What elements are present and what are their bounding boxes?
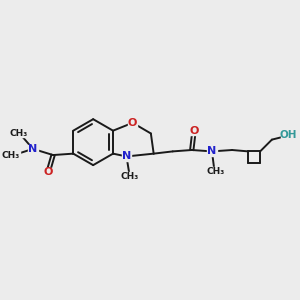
Bar [122, 152, 131, 160]
Text: O: O [44, 167, 53, 177]
Bar [9, 129, 28, 137]
Bar [206, 167, 225, 175]
Bar [44, 168, 53, 177]
Text: CH₃: CH₃ [206, 167, 225, 176]
Text: CH₃: CH₃ [2, 151, 20, 160]
Text: OH: OH [279, 130, 297, 140]
Text: O: O [189, 126, 199, 136]
Bar [120, 172, 139, 180]
Text: N: N [28, 144, 38, 154]
Bar [1, 151, 20, 159]
Text: O: O [128, 118, 137, 128]
Bar [28, 145, 38, 153]
Text: N: N [207, 146, 217, 156]
Bar [281, 131, 295, 139]
Bar [207, 147, 217, 156]
Text: N: N [122, 152, 131, 161]
Bar [128, 118, 137, 127]
Text: CH₃: CH₃ [10, 129, 28, 138]
Text: CH₃: CH₃ [120, 172, 138, 181]
Bar [189, 127, 199, 135]
